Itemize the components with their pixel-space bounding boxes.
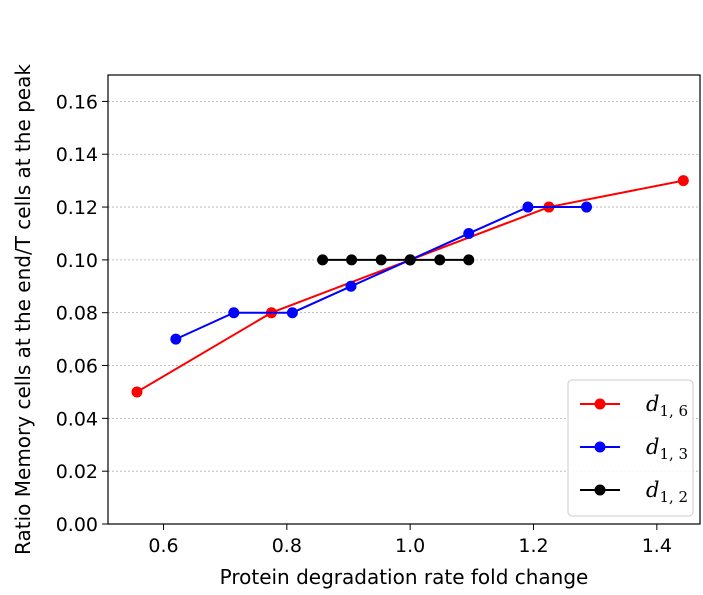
legend-box <box>567 379 694 517</box>
y-tick-label: 0.00 <box>56 514 98 536</box>
data-point <box>677 175 689 187</box>
y-tick-label: 0.12 <box>56 197 98 219</box>
data-point <box>581 201 593 213</box>
data-point <box>522 201 534 213</box>
series-13 <box>170 201 593 345</box>
legend-marker <box>594 441 606 453</box>
series-line <box>136 179 684 393</box>
x-tick-label: 0.6 <box>148 535 178 557</box>
y-tick-label: 0.10 <box>56 250 98 272</box>
y-tick-label: 0.14 <box>56 144 98 166</box>
y-tick-label: 0.02 <box>56 461 98 483</box>
data-point <box>170 333 182 345</box>
legend-label: d1, 3 <box>646 435 688 463</box>
legend: d1, 6 d1, 3 d1, 2 <box>567 379 694 517</box>
data-point <box>463 254 475 266</box>
x-tick-label: 1.4 <box>642 535 672 557</box>
y-tick-label: 0.16 <box>56 91 98 113</box>
data-point <box>131 386 143 398</box>
x-axis-label: Protein degradation rate fold change <box>220 565 589 589</box>
y-tick-label: 0.04 <box>56 408 98 430</box>
x-tick-label: 1.2 <box>518 535 548 557</box>
data-point <box>228 307 240 319</box>
data-point <box>404 254 416 266</box>
series-layer <box>131 175 689 398</box>
data-point <box>286 307 298 319</box>
y-axis-label: Ratio Memory cells at the end/T cells at… <box>11 64 35 555</box>
data-point <box>346 254 358 266</box>
data-point <box>375 254 387 266</box>
legend-label: d1, 2 <box>646 478 688 506</box>
data-point <box>317 254 329 266</box>
series-16 <box>131 175 689 398</box>
data-point <box>463 227 475 239</box>
y-tick-label: 0.08 <box>56 303 98 325</box>
data-point <box>345 280 357 292</box>
y-tick-label: 0.06 <box>56 356 98 378</box>
series-12 <box>317 254 475 266</box>
x-tick-label: 1.0 <box>395 535 425 557</box>
axis-ticks: 0.00 0.02 0.04 0.06 0.08 0.10 0.12 0.14 0.16 0.6 0… <box>56 91 672 557</box>
legend-marker <box>594 484 606 496</box>
plot-frame <box>107 74 701 525</box>
legend-label: d1, 6 <box>646 392 688 420</box>
data-point <box>434 254 446 266</box>
x-tick-label: 0.8 <box>272 535 302 557</box>
series-line <box>175 206 587 341</box>
legend-marker <box>594 398 606 410</box>
